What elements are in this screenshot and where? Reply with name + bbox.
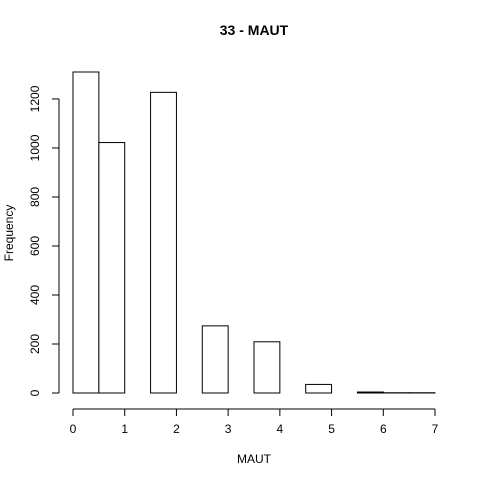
- y-tick-label: 1200: [28, 85, 42, 112]
- histogram-bar: [201, 325, 229, 394]
- histogram-bar: [150, 91, 177, 394]
- x-tick-label: 7: [432, 422, 439, 436]
- x-tick-label: 3: [225, 422, 232, 436]
- x-tick-label: 2: [173, 422, 180, 436]
- bars-group: [72, 71, 436, 394]
- histogram-bar: [72, 71, 100, 394]
- x-tick-label: 0: [70, 422, 77, 436]
- y-tick-label: 0: [28, 389, 42, 396]
- x-tick-label: 1: [121, 422, 128, 436]
- y-axis-label: Frequency: [2, 205, 16, 262]
- y-tick-label: 200: [28, 334, 42, 354]
- y-tick-label: 1000: [28, 134, 42, 161]
- x-tick-label: 4: [277, 422, 284, 436]
- x-tick-label: 6: [380, 422, 387, 436]
- y-tick-label: 800: [28, 187, 42, 207]
- y-tick-label: 600: [28, 236, 42, 256]
- histogram-bar: [98, 142, 126, 394]
- y-tick-label: 400: [28, 285, 42, 305]
- x-tick-label: 5: [328, 422, 335, 436]
- histogram-bar: [253, 341, 281, 394]
- chart-title: 33 - MAUT: [220, 22, 289, 38]
- x-axis-label: MAUT: [237, 452, 272, 466]
- histogram-bar: [356, 391, 384, 394]
- y-axis: 0 200 400 600 800 1000 1200: [28, 85, 60, 396]
- histogram-bar: [305, 383, 333, 394]
- x-axis: 0 1 2 3 4 5 6 7: [70, 408, 439, 436]
